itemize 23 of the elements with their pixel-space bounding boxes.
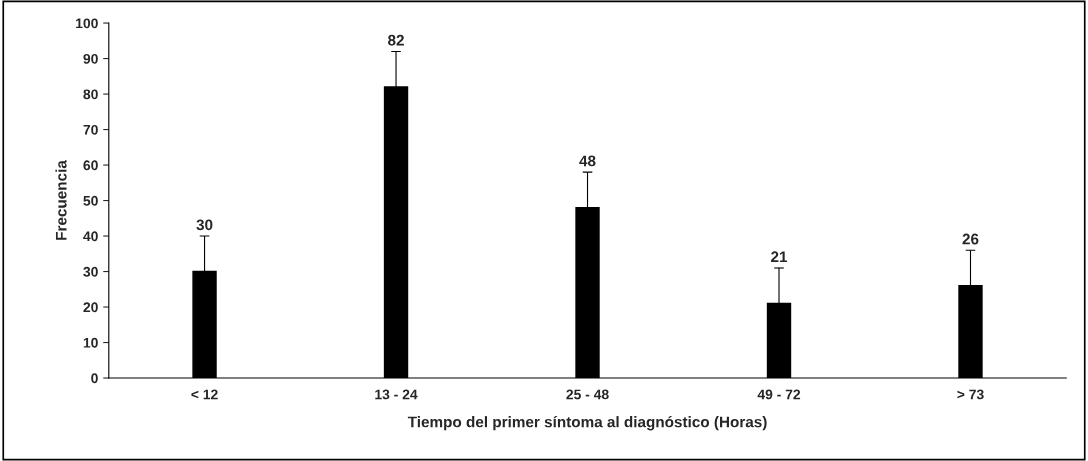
data-label: 82	[388, 34, 404, 46]
x-tick-label: > 73	[957, 389, 984, 400]
x-tick-label: < 12	[191, 389, 218, 400]
y-tick-label: 0	[91, 373, 98, 384]
x-tick-label: 13 - 24	[375, 389, 418, 400]
y-tick-label: 90	[83, 53, 98, 64]
x-tick-label: 49 - 72	[757, 389, 801, 400]
y-tick-label: 70	[83, 124, 98, 135]
y-tick-label: 60	[83, 160, 98, 171]
y-tick-label: 80	[83, 89, 98, 100]
y-tick-label: 20	[83, 302, 98, 313]
y-tick-label: 50	[83, 195, 98, 206]
x-tick-label: 25 - 48	[566, 389, 609, 400]
y-tick-label: 10	[83, 337, 98, 348]
y-tick-label: 100	[76, 18, 98, 29]
y-axis-title: Frecuencia	[55, 160, 67, 240]
y-tick-label: 30	[83, 266, 98, 277]
y-tick-label: 40	[83, 231, 98, 242]
data-label: 48	[579, 155, 596, 167]
data-label: 21	[771, 251, 788, 263]
data-label: 30	[196, 219, 213, 231]
x-axis-title: Tiempo del primer síntoma al diagnóstico (Horas)	[407, 415, 767, 431]
data-label: 26	[962, 233, 979, 245]
